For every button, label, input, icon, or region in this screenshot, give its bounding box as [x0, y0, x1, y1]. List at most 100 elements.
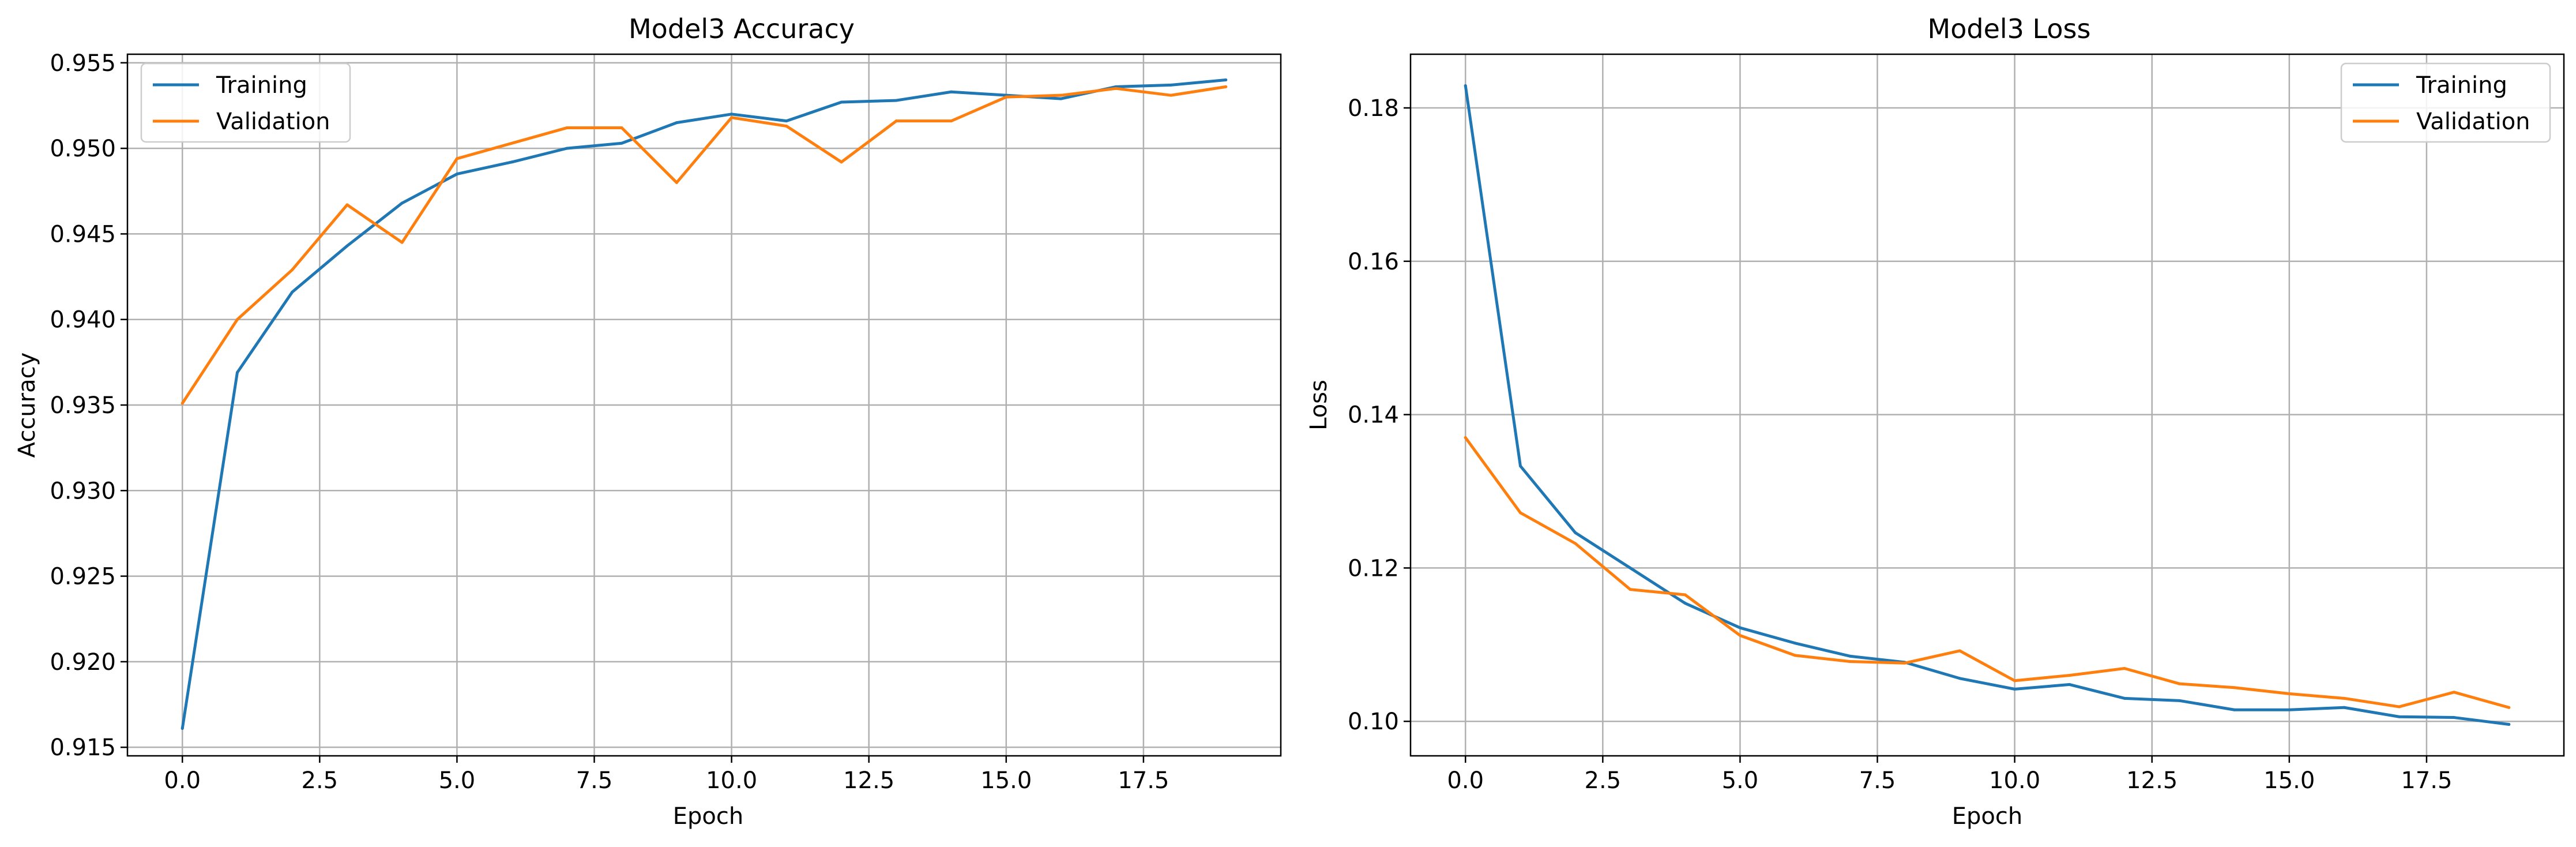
loss-training-point [2288, 708, 2291, 711]
accuracy-training-point [400, 201, 404, 205]
accuracy-validation-point [840, 160, 843, 164]
accuracy-y-ticks: 0.915 0.920 0.925 0.930 0.935 0.940 0.945 0.950… [50, 50, 127, 761]
loss-validation-point [2507, 706, 2511, 709]
accuracy-legend-validation-label: Validation [216, 108, 330, 135]
loss-validation-point [1629, 588, 1632, 591]
loss-plot-frame [1409, 53, 2565, 757]
loss-chart: Model3 Loss 0.0 2.5 5.0 7.5 10.0 12.5 15.0 17.5… [1306, 13, 2565, 830]
loss-y-tick-label: 0.16 [1348, 249, 1399, 275]
accuracy-training-point [180, 727, 184, 730]
loss-validation-point [1848, 660, 1852, 664]
loss-y-axis-label: Loss [1306, 380, 1332, 430]
loss-y-tick-label: 0.10 [1348, 709, 1399, 735]
loss-training-point [1629, 566, 1632, 569]
loss-training-point [2233, 708, 2236, 711]
accuracy-validation-point [1169, 93, 1173, 97]
accuracy-legend: Training Validation [140, 62, 351, 143]
accuracy-training-point [1169, 83, 1173, 87]
loss-training-point [2068, 683, 2071, 686]
loss-training-point [1738, 626, 1742, 629]
accuracy-y-tick-label: 0.940 [50, 307, 116, 333]
loss-training-point [1574, 531, 1577, 534]
loss-training-point [1518, 464, 1522, 468]
loss-x-tick-label: 12.5 [2126, 767, 2178, 794]
loss-chart-title: Model3 Loss [1928, 13, 2091, 44]
loss-legend-training-label: Training [2416, 72, 2507, 99]
accuracy-validation-point [345, 203, 349, 207]
accuracy-x-tick-label: 12.5 [843, 767, 894, 794]
accuracy-training-point [620, 141, 623, 145]
accuracy-validation-point [1059, 93, 1063, 97]
accuracy-y-tick-label: 0.925 [50, 564, 116, 590]
accuracy-y-tick-label: 0.935 [50, 392, 116, 419]
accuracy-training-point [565, 147, 569, 150]
loss-validation-point [1574, 542, 1577, 545]
loss-validation-point [1738, 634, 1742, 637]
accuracy-validation-point [235, 318, 239, 321]
accuracy-training-point [1224, 78, 1228, 81]
loss-y-ticks: 0.10 0.12 0.14 0.16 0.18 [1348, 95, 1411, 735]
accuracy-validation-point [455, 157, 458, 160]
accuracy-validation-point [675, 181, 678, 184]
loss-y-tick-label: 0.18 [1348, 95, 1399, 122]
loss-training-point [2342, 706, 2346, 709]
loss-validation-point [2123, 666, 2126, 670]
loss-validation-point [1464, 436, 1467, 439]
loss-validation-point [2453, 691, 2456, 694]
loss-validation-point [2397, 705, 2401, 709]
loss-training-point [2178, 699, 2181, 702]
accuracy-training-point [510, 160, 514, 164]
accuracy-x-tick-label: 15.0 [980, 767, 1032, 794]
loss-x-tick-label: 7.5 [1859, 767, 1896, 794]
accuracy-grid [127, 54, 1281, 756]
accuracy-validation-point [730, 116, 734, 119]
accuracy-validation-point [1224, 85, 1228, 88]
loss-validation-point [2068, 673, 2071, 677]
accuracy-x-tick-label: 0.0 [164, 767, 201, 794]
accuracy-x-tick-label: 2.5 [302, 767, 339, 794]
accuracy-training-point [675, 121, 678, 125]
accuracy-validation-point [950, 119, 953, 123]
accuracy-x-tick-label: 17.5 [1118, 767, 1169, 794]
accuracy-training-point [730, 113, 734, 116]
loss-training-point [1683, 602, 1687, 605]
accuracy-training-point [235, 371, 239, 374]
accuracy-x-tick-label: 10.0 [706, 767, 757, 794]
loss-legend-validation-label: Validation [2416, 108, 2530, 135]
loss-training-point [2453, 716, 2456, 719]
accuracy-chart: Model3 Accuracy 0.0 2.5 5.0 7.5 10.0 12.5 15.0… [14, 13, 1282, 830]
accuracy-y-tick-label: 0.930 [50, 478, 116, 504]
accuracy-y-tick-label: 0.955 [50, 50, 116, 77]
accuracy-x-ticks: 0.0 2.5 5.0 7.5 10.0 12.5 15.0 17.5 [164, 756, 1169, 794]
loss-validation-point [1903, 661, 1906, 665]
accuracy-training-point [840, 100, 843, 104]
loss-y-tick-label: 0.14 [1348, 402, 1399, 429]
loss-validation-point [1683, 593, 1687, 597]
accuracy-validation-point [565, 126, 569, 130]
accuracy-training-point [455, 173, 458, 176]
loss-legend: Training Validation [2340, 62, 2551, 143]
loss-validation-point [1518, 511, 1522, 515]
accuracy-x-tick-label: 7.5 [576, 767, 613, 794]
accuracy-training-point [894, 99, 898, 102]
loss-training-point [1464, 84, 1467, 87]
accuracy-validation-point [180, 402, 184, 405]
loss-validation-line [1464, 436, 2511, 709]
loss-x-tick-label: 0.0 [1447, 767, 1484, 794]
accuracy-training-point [345, 244, 349, 248]
accuracy-y-axis-label: Accuracy [14, 353, 40, 458]
accuracy-validation-point [894, 119, 898, 123]
loss-training-point [2013, 687, 2017, 691]
loss-validation-point [2233, 686, 2236, 689]
accuracy-validation-line [180, 85, 1228, 405]
accuracy-y-tick-label: 0.920 [50, 649, 116, 676]
accuracy-validation-point [400, 241, 404, 244]
accuracy-training-point [785, 119, 788, 123]
loss-x-tick-label: 2.5 [1585, 767, 1622, 794]
accuracy-series-lines [180, 78, 1228, 730]
accuracy-y-tick-label: 0.915 [50, 734, 116, 761]
loss-x-ticks: 0.0 2.5 5.0 7.5 10.0 12.5 15.0 17.5 [1447, 756, 2452, 794]
loss-training-point [2123, 696, 2126, 700]
